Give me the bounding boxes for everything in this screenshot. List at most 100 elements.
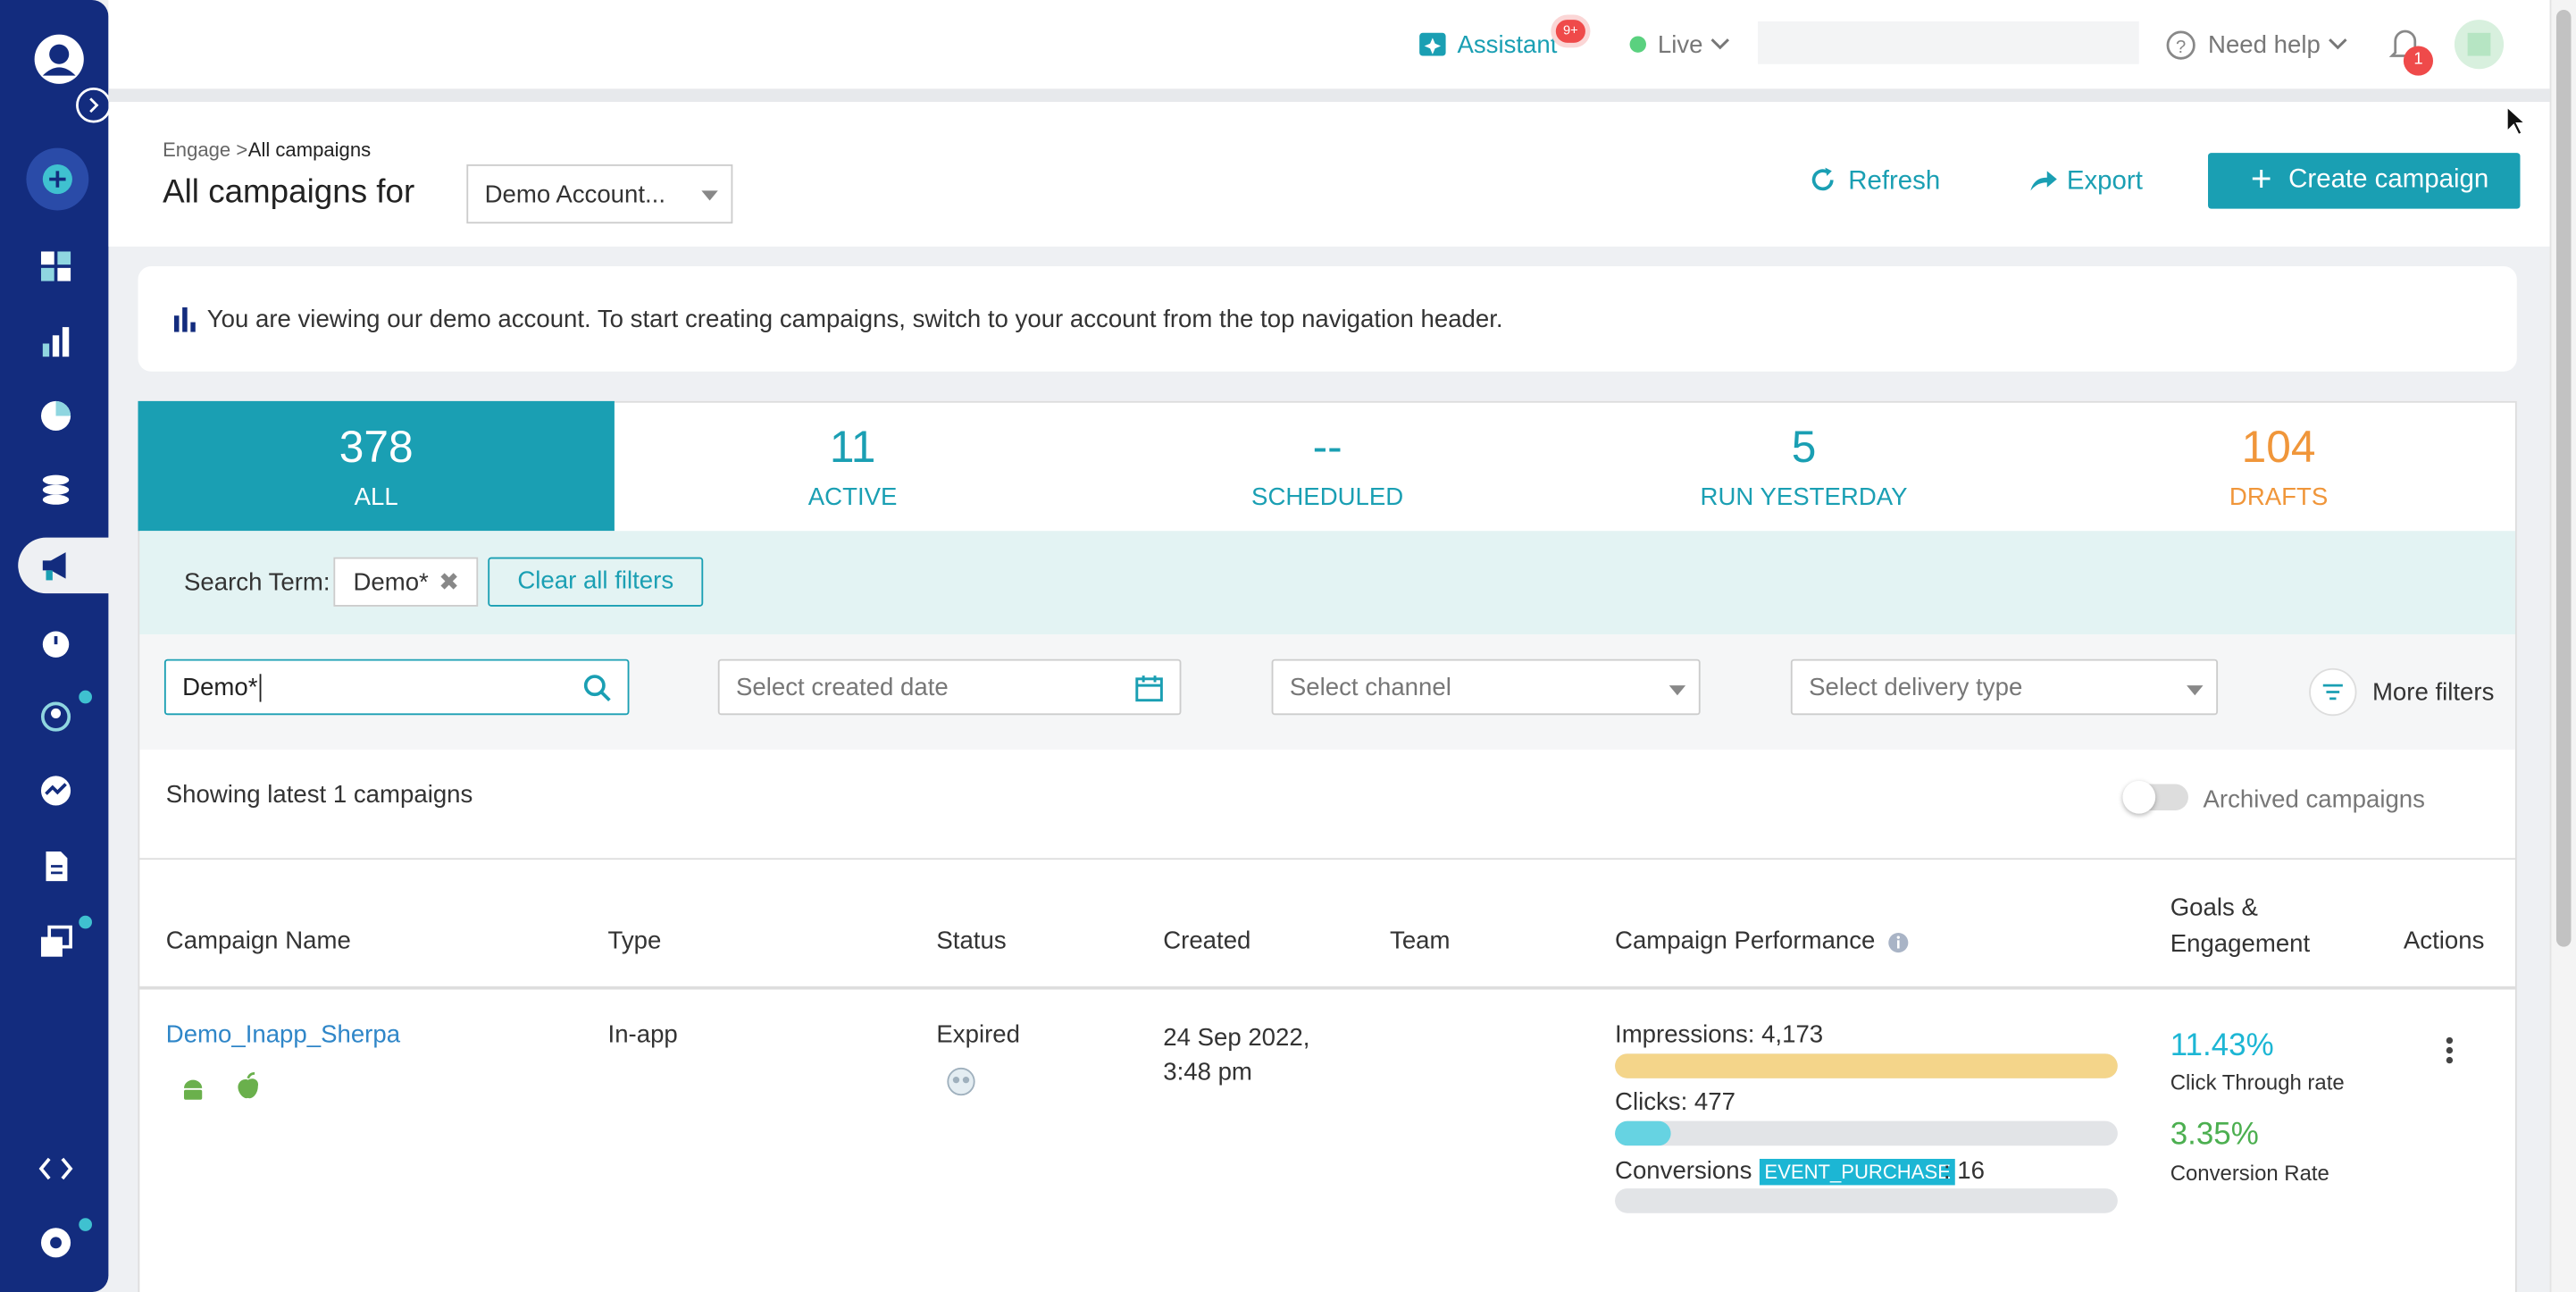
account-search[interactable] bbox=[1758, 21, 2139, 64]
column-header: Campaign Name bbox=[165, 927, 351, 955]
personalize-icon[interactable] bbox=[38, 699, 73, 734]
content-icon[interactable] bbox=[38, 848, 73, 884]
clicks-bar bbox=[1615, 1120, 2118, 1146]
tab-count: 5 bbox=[1791, 422, 1817, 472]
demo-banner: You are viewing our demo account. To sta… bbox=[138, 266, 2517, 372]
impressions-fill bbox=[1615, 1053, 2118, 1078]
tab-count: -- bbox=[1312, 422, 1342, 472]
info-icon[interactable] bbox=[1887, 932, 1909, 953]
column-header: Campaign Performance bbox=[1615, 927, 1876, 955]
export-button[interactable]: Export bbox=[2066, 167, 2143, 196]
tab-label: ALL bbox=[354, 482, 398, 512]
divider bbox=[139, 986, 2515, 990]
breadcrumb-parent[interactable]: Engage > bbox=[163, 138, 248, 162]
scroll-thumb[interactable] bbox=[2555, 10, 2572, 947]
dot bbox=[79, 1218, 93, 1231]
environment-select[interactable]: Live bbox=[1657, 30, 1703, 60]
tab-label: DRAFTS bbox=[2229, 482, 2329, 512]
user-avatar[interactable] bbox=[2454, 20, 2505, 70]
placeholder: Select created date bbox=[736, 674, 949, 702]
created-date: 24 Sep 2022, 3:48 pm bbox=[1163, 1024, 1310, 1087]
tab-count: 378 bbox=[339, 422, 414, 472]
dot bbox=[79, 915, 93, 929]
page-title: All campaigns for bbox=[163, 174, 415, 211]
tab-drafts[interactable]: 104 DRAFTS bbox=[2040, 401, 2516, 531]
help-link[interactable]: Need help bbox=[2208, 30, 2321, 60]
tab-count: 104 bbox=[2241, 422, 2316, 472]
tab-scheduled[interactable]: -- SCHEDULED bbox=[1089, 401, 1565, 531]
engage-icon[interactable] bbox=[38, 548, 73, 583]
column-header: Status bbox=[936, 927, 1007, 955]
add-button[interactable] bbox=[25, 147, 91, 213]
dot bbox=[79, 690, 93, 704]
timer-icon[interactable] bbox=[38, 625, 73, 660]
campaign-name-link[interactable]: Demo_Inapp_Sherpa bbox=[165, 1020, 401, 1049]
conversion-event-tag: EVENT_PURCHASE bbox=[1759, 1158, 1956, 1186]
placeholder: Select delivery type bbox=[1809, 674, 2023, 702]
mouse-cursor bbox=[2505, 105, 2527, 137]
svg-text:?: ? bbox=[2176, 38, 2186, 57]
assistant-icon[interactable] bbox=[1418, 31, 1447, 61]
settings-icon[interactable] bbox=[38, 1225, 73, 1261]
search-value: Demo* bbox=[182, 674, 258, 702]
expand-toggle[interactable] bbox=[76, 87, 112, 123]
refresh-button[interactable]: Refresh bbox=[1848, 167, 1941, 196]
account-name: Demo Account... bbox=[484, 180, 666, 209]
channel-select[interactable]: Select channel bbox=[1271, 659, 1701, 716]
search-input[interactable]: Demo* bbox=[163, 659, 630, 716]
avatar-inner bbox=[2467, 32, 2491, 56]
templates-icon[interactable] bbox=[38, 924, 73, 960]
android-icon bbox=[184, 1079, 203, 1100]
tab-active[interactable]: 11 ACTIVE bbox=[615, 401, 1091, 531]
cr-label: Conversion Rate bbox=[2170, 1160, 2329, 1186]
delivery-type-select[interactable]: Select delivery type bbox=[1790, 659, 2219, 716]
tab-run-yesterday[interactable]: 5 RUN YESTERDAY bbox=[1566, 401, 2042, 531]
column-header: Type bbox=[607, 927, 662, 955]
create-campaign-button[interactable]: + Create campaign bbox=[2208, 153, 2521, 209]
dashboard-icon[interactable] bbox=[38, 248, 73, 284]
account-dropdown[interactable]: Demo Account... bbox=[466, 164, 733, 224]
insights-icon[interactable] bbox=[38, 773, 73, 809]
column-header: Goals & Engagement bbox=[2170, 893, 2311, 959]
code-icon[interactable] bbox=[38, 1151, 73, 1187]
archived-label: Archived campaigns bbox=[2203, 785, 2425, 814]
created-date-picker[interactable]: Select created date bbox=[717, 659, 1182, 716]
tab-all[interactable]: 378 ALL bbox=[138, 400, 615, 532]
breadcrumb-current: All campaigns bbox=[247, 138, 372, 162]
more-filters-link[interactable]: More filters bbox=[2371, 678, 2495, 708]
scrollbar[interactable] bbox=[2549, 0, 2576, 1292]
data-icon[interactable] bbox=[38, 472, 73, 508]
clicks-fill bbox=[1615, 1120, 1670, 1146]
ctr-label: Click Through rate bbox=[2170, 1070, 2345, 1095]
clear-filters-button[interactable]: Clear all filters bbox=[488, 557, 704, 607]
caret bbox=[701, 190, 718, 201]
search-chip: Demo* ✖ bbox=[333, 557, 479, 607]
top-bar bbox=[108, 0, 2550, 103]
cursor bbox=[259, 674, 262, 702]
divider bbox=[139, 858, 2515, 860]
caret bbox=[2187, 685, 2204, 696]
conversions-label: Conversions bbox=[1615, 1157, 1752, 1186]
results-count: Showing latest 1 campaigns bbox=[165, 780, 473, 810]
apple-icon bbox=[238, 1071, 259, 1099]
chip-remove[interactable]: ✖ bbox=[439, 568, 460, 597]
column-header: Actions bbox=[2403, 927, 2485, 955]
conversions-bar bbox=[1615, 1188, 2118, 1213]
chevron bbox=[2329, 38, 2347, 50]
row-actions-menu[interactable] bbox=[2443, 1036, 2456, 1065]
chip-text: Demo* bbox=[353, 568, 429, 597]
help-icon: ? bbox=[2166, 30, 2195, 60]
analytics-icon[interactable] bbox=[38, 323, 73, 359]
archived-toggle[interactable] bbox=[2122, 780, 2188, 814]
avatar-icon[interactable] bbox=[33, 33, 86, 86]
assistant-link[interactable]: Assistant bbox=[1457, 30, 1558, 60]
segments-icon[interactable] bbox=[38, 398, 73, 433]
more-filters-icon[interactable] bbox=[2308, 667, 2357, 717]
assistant-badge: 9+ bbox=[1555, 20, 1585, 43]
sherpa-icon bbox=[947, 1067, 975, 1096]
clicks-label: Clicks: 477 bbox=[1615, 1087, 1735, 1117]
export-icon bbox=[2030, 171, 2057, 191]
impressions-bar bbox=[1615, 1053, 2118, 1078]
